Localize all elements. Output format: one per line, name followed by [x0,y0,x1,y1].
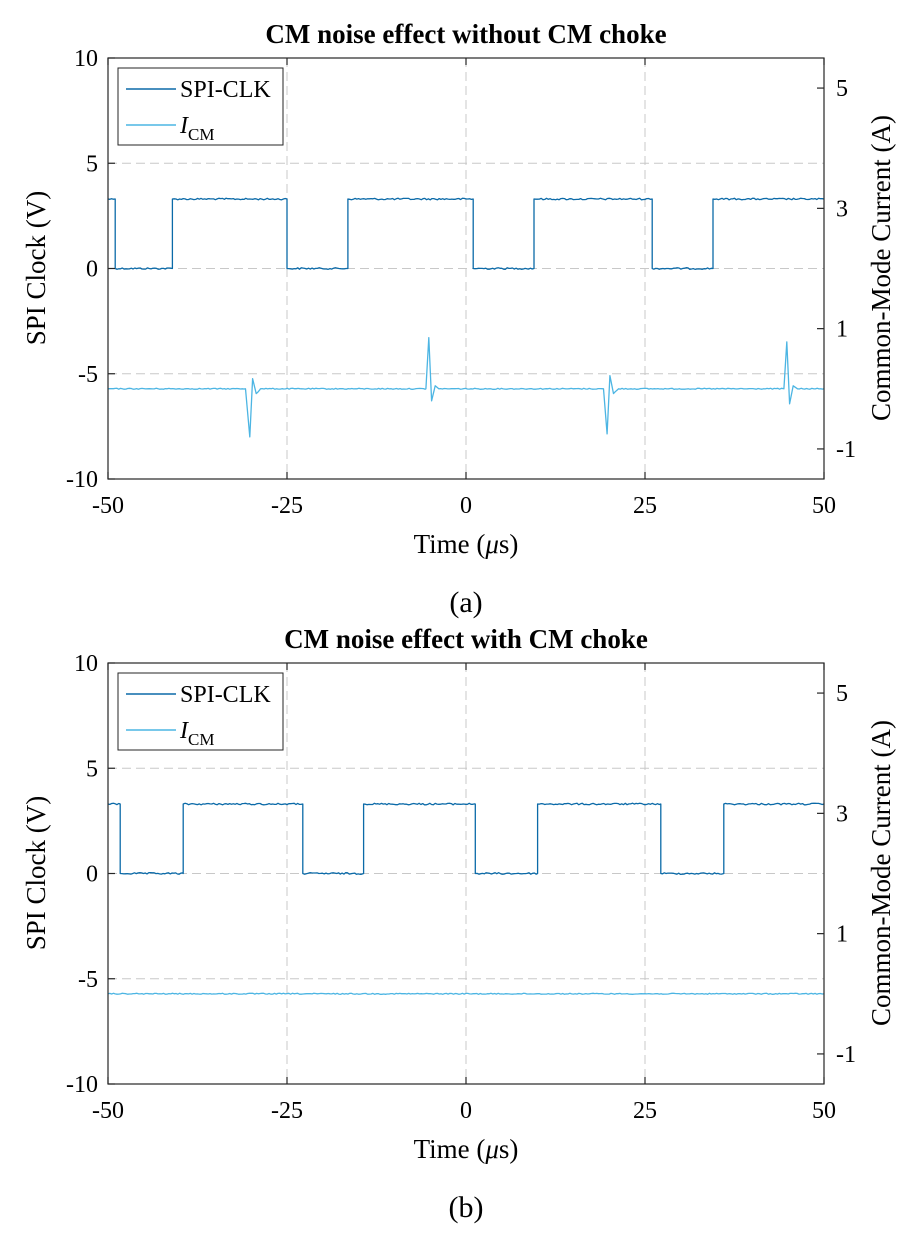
y2-tick-label: -1 [836,1042,856,1068]
y2-tick-labels: 5 3 1 -1 [836,681,856,1068]
x-tick-labels: -50 -25 0 25 50 [92,1098,836,1124]
y2-axis-label: Common-Mode Current (A) [866,720,896,1026]
grid [108,58,824,479]
series-layer [107,197,825,438]
ticks [107,662,825,1085]
y-tick-label: 10 [74,46,98,72]
legend-label-icm: ICM [179,113,214,144]
x-axis-label: Time (μs) [414,529,519,559]
y2-tick-label: 3 [836,196,848,222]
chart-panel-a: CM noise effect without CM choke -50 -25… [21,19,896,619]
legend-box [117,67,284,146]
x-tick-label: 25 [633,493,657,519]
x-tick-label: 0 [460,1098,472,1124]
y2-axis-label: Common-Mode Current (A) [866,115,896,421]
legend-label-spi-clk: SPI-CLK [180,77,271,103]
y-tick-label: -5 [78,362,98,388]
chart-panel-b: CM noise effect with CM choke -50 -25 0 … [21,624,896,1224]
y-tick-labels: 10 5 0 -5 -10 [66,651,98,1098]
legend-label-spi-clk: SPI-CLK [180,682,271,708]
x-tick-label: 50 [812,493,836,519]
y-tick-label: 10 [74,651,98,677]
y2-tick-label: -1 [836,437,856,463]
x-tick-label: -50 [92,1098,124,1124]
series-line-spi-clk [107,802,825,875]
legend-box [117,672,284,751]
x-tick-label: -25 [271,1098,303,1124]
y2-tick-labels: 5 3 1 -1 [836,76,856,463]
y-tick-label: 5 [86,151,98,177]
y2-tick-label: 1 [836,922,848,948]
legend-label-icm: ICM [179,718,214,749]
series-line-spi-clk [107,197,825,270]
y-tick-label: -10 [66,467,98,493]
x-tick-labels: -50 -25 0 25 50 [92,493,836,519]
y2-tick-label: 5 [836,681,848,707]
y-tick-label: -10 [66,1072,98,1098]
y-tick-label: -5 [78,967,98,993]
y-axis-label: SPI Clock (V) [21,191,51,346]
y-tick-label: 5 [86,756,98,782]
x-tick-label: 0 [460,493,472,519]
x-tick-label: 50 [812,1098,836,1124]
series-line-icm [107,992,825,995]
x-axis-label: Time (μs) [414,1134,519,1164]
grid [108,663,824,1084]
panel-caption: (a) [449,586,482,619]
ticks [107,57,825,480]
y-axis-label: SPI Clock (V) [21,796,51,951]
y-tick-labels: 10 5 0 -5 -10 [66,46,98,493]
y2-tick-label: 5 [836,76,848,102]
y2-tick-label: 3 [836,801,848,827]
panel-caption: (b) [449,1191,484,1224]
chart-title: CM noise effect without CM choke [265,19,666,49]
x-tick-label: -50 [92,493,124,519]
series-layer [107,802,825,995]
x-tick-label: -25 [271,493,303,519]
chart-title: CM noise effect with CM choke [284,624,648,654]
y-tick-label: 0 [86,862,98,888]
legend: SPI-CLK ICM [117,67,284,146]
series-line-icm [107,337,825,438]
y2-tick-label: 1 [836,317,848,343]
y-tick-label: 0 [86,257,98,283]
x-tick-label: 25 [633,1098,657,1124]
legend: SPI-CLK ICM [117,672,284,751]
